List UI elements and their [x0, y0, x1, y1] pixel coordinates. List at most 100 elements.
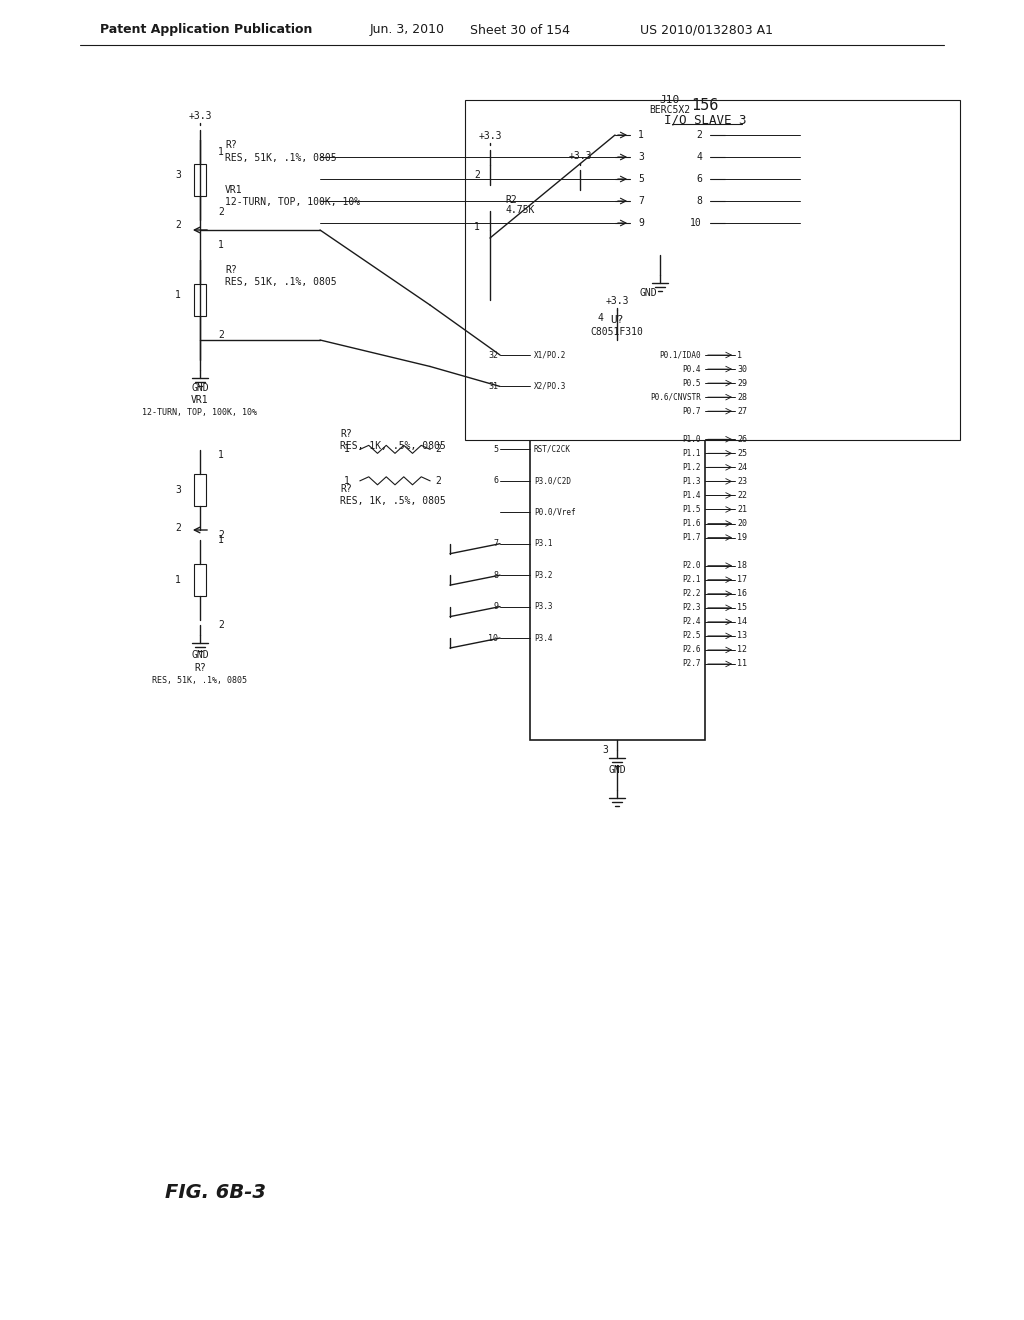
Text: 22: 22 [737, 491, 746, 500]
Bar [465, 100, 961, 440]
Text: RES, 51K, .1%, 0805: RES, 51K, .1%, 0805 [225, 153, 337, 162]
Text: 6: 6 [696, 174, 702, 183]
Text: P3.1: P3.1 [534, 539, 553, 548]
Text: P0.4: P0.4 [683, 364, 701, 374]
Text: FIG. 6B-3: FIG. 6B-3 [165, 1183, 266, 1201]
Text: 16: 16 [737, 589, 746, 598]
Text: 1: 1 [218, 240, 224, 249]
Bar [630, 115, 710, 255]
Text: P1.2: P1.2 [683, 463, 701, 471]
Text: 24: 24 [737, 463, 746, 471]
Text: 8: 8 [493, 570, 498, 579]
Text: 4: 4 [696, 152, 702, 162]
Text: 6: 6 [493, 477, 498, 486]
Text: P2.4: P2.4 [683, 618, 701, 626]
Text: X2/PO.3: X2/PO.3 [534, 381, 566, 391]
Text: +3.3: +3.3 [188, 111, 212, 121]
Text: R?: R? [225, 265, 237, 275]
Text: 17: 17 [737, 576, 746, 585]
Text: RES, 51K, .1%, 0805: RES, 51K, .1%, 0805 [153, 676, 248, 685]
Text: 27: 27 [737, 407, 746, 416]
Text: 14: 14 [737, 618, 746, 626]
Text: 18: 18 [737, 561, 746, 570]
Text: X1/PO.2: X1/PO.2 [534, 351, 566, 359]
Text: 7: 7 [493, 539, 498, 548]
Text: 26: 26 [737, 434, 746, 444]
Text: GND: GND [639, 288, 656, 298]
Text: 2: 2 [218, 531, 224, 540]
Bar [194, 284, 206, 315]
Text: 9: 9 [493, 602, 498, 611]
Text: P2.0: P2.0 [683, 561, 701, 570]
Bar [484, 185, 496, 210]
Text: U?: U? [610, 315, 624, 325]
Text: 1: 1 [638, 129, 644, 140]
Text: 23: 23 [737, 477, 746, 486]
Text: Sheet 30 of 154: Sheet 30 of 154 [470, 24, 570, 37]
Text: R?: R? [340, 429, 352, 440]
Text: +3.3: +3.3 [568, 150, 592, 161]
Text: P1.4: P1.4 [683, 491, 701, 500]
Text: 5: 5 [493, 445, 498, 454]
Text: P0.7: P0.7 [683, 407, 701, 416]
Text: GND: GND [191, 383, 209, 393]
Text: GND: GND [608, 766, 626, 775]
Text: 1: 1 [344, 475, 350, 486]
Text: GND: GND [191, 649, 209, 660]
Text: 2: 2 [175, 220, 181, 230]
Text: P1.3: P1.3 [683, 477, 701, 486]
Text: 2: 2 [696, 129, 702, 140]
Text: 1: 1 [737, 351, 742, 359]
Text: +3.3: +3.3 [478, 131, 502, 141]
Bar [194, 474, 206, 506]
Text: 8: 8 [696, 195, 702, 206]
Text: P2.1: P2.1 [683, 576, 701, 585]
Text: 2: 2 [175, 523, 181, 533]
Text: 12-TURN, TOP, 100K, 10%: 12-TURN, TOP, 100K, 10% [225, 197, 360, 207]
Text: P3.3: P3.3 [534, 602, 553, 611]
Text: RES, 51K, .1%, 0805: RES, 51K, .1%, 0805 [225, 277, 337, 286]
Text: 12: 12 [737, 645, 746, 655]
Text: Patent Application Publication: Patent Application Publication [100, 24, 312, 37]
Text: 10: 10 [690, 218, 702, 228]
Text: 1: 1 [175, 290, 181, 300]
Text: VR1: VR1 [225, 185, 243, 195]
Text: BERC5X2: BERC5X2 [649, 106, 690, 115]
Text: P1.0: P1.0 [683, 434, 701, 444]
Text: 4.75K: 4.75K [505, 205, 535, 215]
Text: 156: 156 [691, 98, 719, 112]
Text: 3: 3 [175, 484, 181, 495]
Text: 28: 28 [737, 392, 746, 401]
Text: US 2010/0132803 A1: US 2010/0132803 A1 [640, 24, 773, 37]
Text: P2.3: P2.3 [683, 603, 701, 612]
Text: P1.7: P1.7 [683, 533, 701, 543]
Text: +3.3: +3.3 [605, 296, 629, 306]
Text: 1: 1 [175, 576, 181, 585]
Text: Jun. 3, 2010: Jun. 3, 2010 [370, 24, 445, 37]
Text: 3: 3 [638, 152, 644, 162]
Text: 1: 1 [218, 147, 224, 157]
Bar [194, 564, 206, 597]
Text: 4: 4 [597, 313, 603, 323]
Text: VR1: VR1 [191, 395, 209, 405]
Text: 2: 2 [218, 620, 224, 630]
Text: 3: 3 [175, 170, 181, 180]
Text: P0.6/CNVSTR: P0.6/CNVSTR [650, 392, 701, 401]
Text: 30: 30 [737, 364, 746, 374]
Text: 2: 2 [435, 445, 441, 454]
Text: P1.5: P1.5 [683, 506, 701, 513]
Text: 32: 32 [488, 351, 498, 359]
Text: 12-TURN, TOP, 100K, 10%: 12-TURN, TOP, 100K, 10% [142, 408, 257, 417]
Text: P3.0/C2D: P3.0/C2D [534, 477, 571, 486]
Text: P2.2: P2.2 [683, 589, 701, 598]
Text: 31: 31 [488, 381, 498, 391]
Bar [530, 341, 705, 741]
Text: P0.5: P0.5 [683, 379, 701, 388]
Text: RES, 1K, .5%, 0805: RES, 1K, .5%, 0805 [340, 496, 445, 506]
Text: RST/C2CK: RST/C2CK [534, 445, 571, 454]
Text: R?: R? [340, 484, 352, 494]
Text: P1.1: P1.1 [683, 449, 701, 458]
Text: R?: R? [225, 140, 237, 150]
Text: P1.6: P1.6 [683, 519, 701, 528]
Text: P3.2: P3.2 [534, 570, 553, 579]
